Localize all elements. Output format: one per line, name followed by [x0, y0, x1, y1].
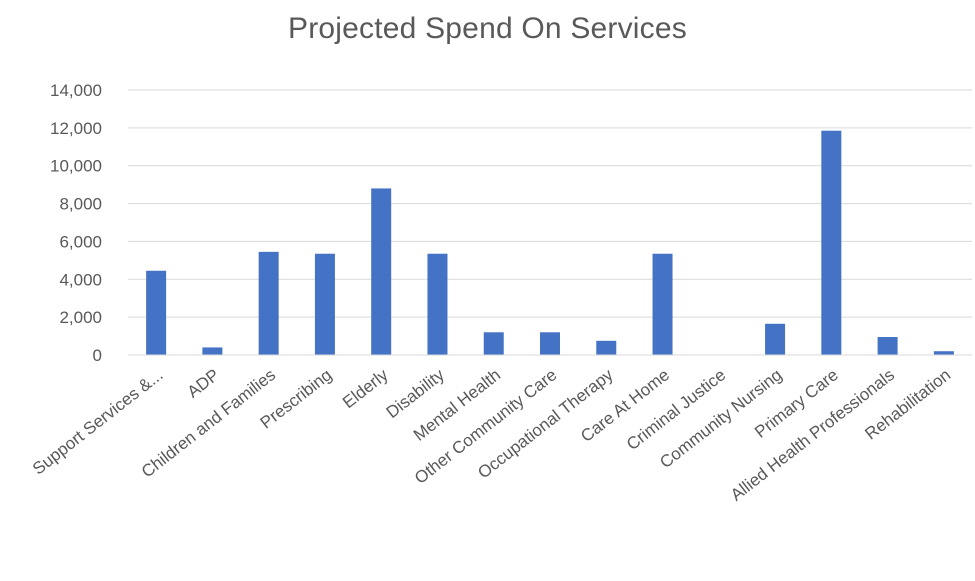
y-tick-label: 0 — [93, 346, 102, 365]
x-tick-label: ADP — [184, 365, 223, 402]
bar-adp — [202, 347, 223, 355]
y-tick-label: 12,000 — [50, 119, 102, 138]
y-tick-label: 8,000 — [59, 195, 102, 214]
bar-elderly — [371, 188, 392, 355]
bar-disability — [427, 253, 448, 355]
y-tick-label: 4,000 — [59, 270, 102, 289]
bar-allied-health-professionals — [877, 337, 898, 355]
bar-primary-care — [821, 130, 842, 355]
bar-rehabilitation — [933, 351, 954, 355]
bar-children-and-families — [258, 251, 279, 355]
bar-prescribing — [314, 253, 335, 355]
bar-occupational-therapy — [596, 340, 617, 355]
y-axis-ticks: 0 2,000 4,000 6,000 8,000 10,000 12,000 14,000 — [50, 81, 102, 365]
y-tick-label: 10,000 — [50, 157, 102, 176]
bar-care-at-home — [652, 253, 673, 355]
y-tick-label: 2,000 — [59, 308, 102, 327]
bar-support-services — [146, 270, 167, 355]
chart-title: Projected Spend On Services — [288, 12, 687, 45]
bars — [146, 130, 954, 355]
bar-mental-health — [483, 332, 504, 355]
y-tick-label: 6,000 — [59, 232, 102, 251]
bar-other-community-care — [540, 332, 560, 355]
y-tick-label: 14,000 — [50, 81, 102, 100]
gridlines — [128, 89, 972, 318]
bar-community-nursing — [765, 323, 786, 355]
